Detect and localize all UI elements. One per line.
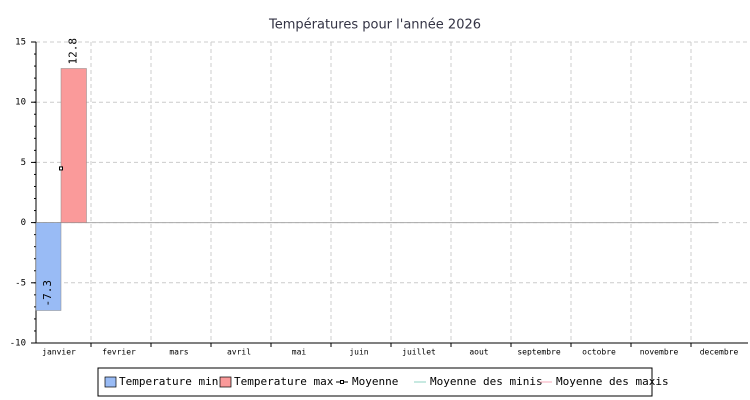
- legend-box: [97, 367, 653, 397]
- data-label: 12.8: [67, 38, 80, 65]
- legend-swatch: [219, 376, 232, 388]
- x-tick-label: juillet: [402, 348, 436, 357]
- legend-label: Moyenne des maxis: [556, 375, 669, 388]
- x-tick-label: octobre: [582, 348, 616, 357]
- x-tick-label: mars: [169, 348, 188, 357]
- chart-title: Températures pour l'année 2026: [268, 18, 481, 33]
- legend-label: Temperature min: [119, 375, 218, 388]
- x-tick-label: decembre: [700, 348, 739, 357]
- bar: [35, 222, 62, 311]
- legend-swatch: [104, 376, 117, 388]
- x-tick-label: avril: [227, 348, 251, 357]
- y-tick-label: -10: [10, 339, 26, 349]
- legend-label: Moyenne: [352, 375, 398, 388]
- y-tick-label: 0: [21, 218, 26, 228]
- y-tick-label: -5: [15, 278, 26, 288]
- x-tick-label: janvier: [42, 348, 76, 357]
- x-tick-label: novembre: [640, 348, 679, 357]
- y-tick-label: 5: [21, 158, 26, 168]
- x-tick-label: mai: [292, 348, 307, 357]
- y-tick-label: 15: [15, 38, 26, 48]
- x-tick-label: septembre: [517, 348, 561, 357]
- data-label: -7.3: [41, 280, 54, 307]
- legend-label: Moyenne des minis: [430, 375, 543, 388]
- x-tick-label: juin: [349, 348, 368, 357]
- marker: [59, 166, 63, 171]
- legend-marker: [340, 380, 344, 384]
- x-tick-label: fevrier: [102, 348, 136, 357]
- bar: [60, 68, 87, 223]
- legend-label: Temperature max: [234, 375, 334, 388]
- y-tick-label: 10: [15, 98, 26, 108]
- x-tick-label: aout: [469, 348, 488, 357]
